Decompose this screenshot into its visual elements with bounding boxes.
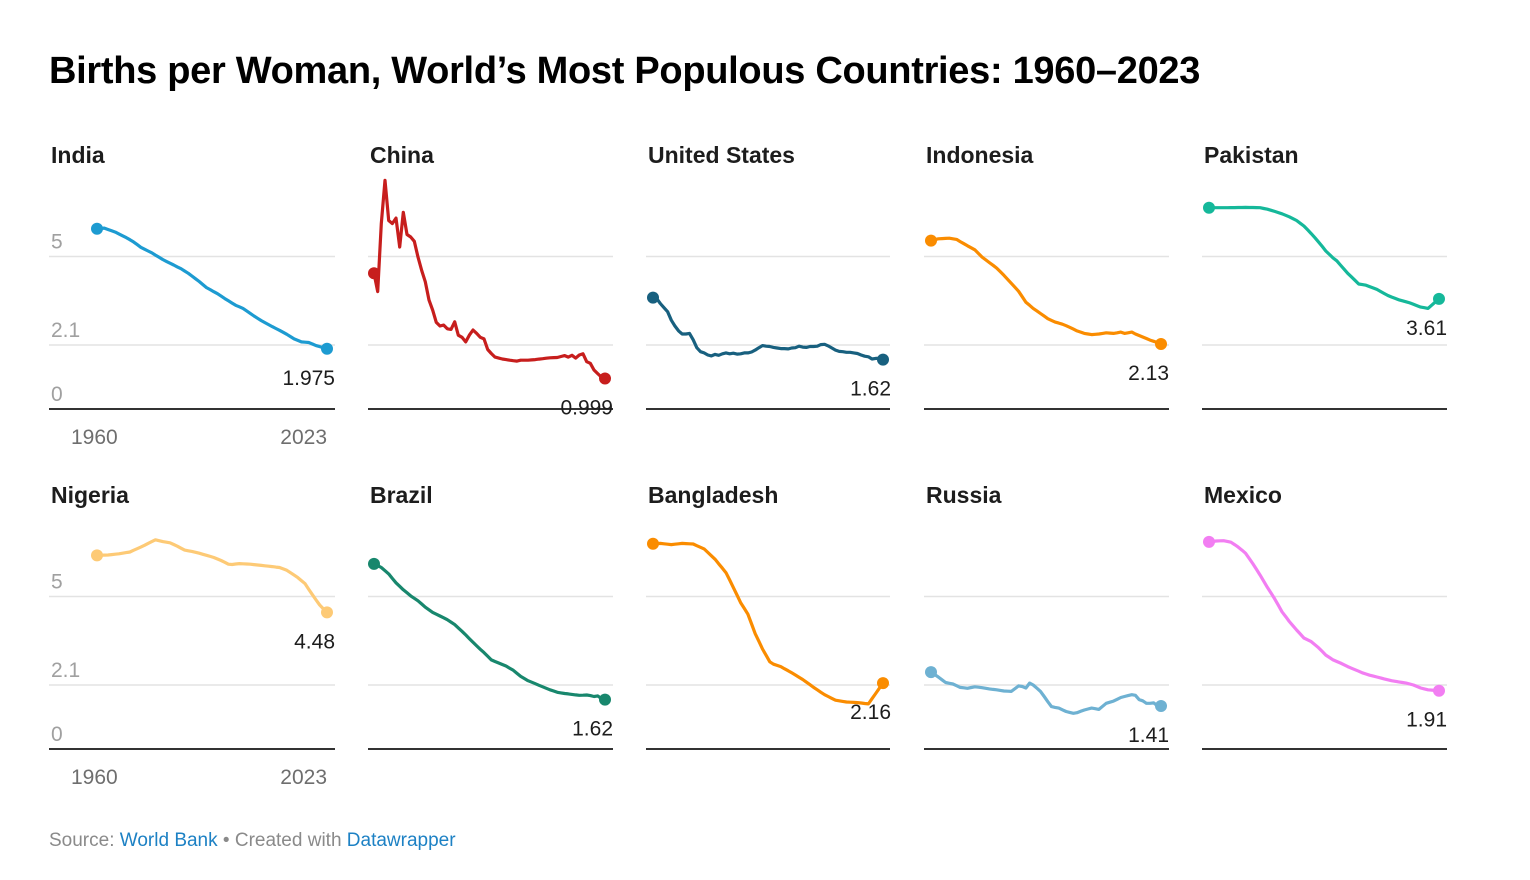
series-line-india xyxy=(95,226,329,351)
end-value-label: 2.13 xyxy=(1128,362,1169,385)
panel-china: China 0.999 xyxy=(368,142,613,420)
y-tick-label: 5 xyxy=(51,571,63,594)
panel-title: Bangladesh xyxy=(648,482,778,508)
start-point xyxy=(925,234,937,247)
series-line-indonesia xyxy=(929,236,1163,346)
chart-title: Births per Woman, World’s Most Populous … xyxy=(49,50,1201,92)
end-point xyxy=(599,693,611,706)
panel-russia: Russia 1.41 xyxy=(924,482,1169,750)
panel-pakistan: Pakistan 3.61 xyxy=(1202,142,1447,410)
datawrapper-link[interactable]: Datawrapper xyxy=(346,830,456,851)
end-value-label: 1.62 xyxy=(572,718,613,741)
series-line-bangladesh xyxy=(651,541,885,706)
panel-title: Indonesia xyxy=(926,142,1034,168)
end-value-label: 1.91 xyxy=(1406,709,1447,732)
source-link[interactable]: World Bank xyxy=(119,830,218,851)
end-point xyxy=(877,353,889,366)
panel-title: Brazil xyxy=(370,482,433,508)
start-point xyxy=(647,291,659,304)
end-point xyxy=(599,372,611,385)
end-point xyxy=(877,677,889,690)
panel-title: Russia xyxy=(926,482,1002,508)
x-tick-label: 2023 xyxy=(280,426,327,449)
series-line-china xyxy=(372,178,607,381)
end-point xyxy=(321,342,333,355)
y-tick-label: 0 xyxy=(51,383,63,406)
start-point xyxy=(1203,201,1215,214)
end-point xyxy=(1433,684,1445,697)
end-value-label: 1.41 xyxy=(1128,724,1169,747)
x-tick-label: 1960 xyxy=(71,426,118,449)
panel-title: Mexico xyxy=(1204,482,1282,508)
end-value-label: 1.975 xyxy=(282,367,335,390)
separator: • xyxy=(222,830,230,851)
start-point xyxy=(91,549,103,562)
end-point xyxy=(1155,699,1167,712)
panel-india: India 0 2.1 5 1960 2023 1.975 xyxy=(49,142,335,449)
panel-title: Nigeria xyxy=(51,482,129,508)
series-line-united-states xyxy=(651,296,885,362)
start-point xyxy=(925,666,937,679)
end-value-label: 3.61 xyxy=(1406,317,1447,340)
y-tick-label: 2.1 xyxy=(51,319,80,342)
footer: Source: World Bank • Created with Datawr… xyxy=(49,830,456,852)
panel-nigeria: Nigeria 0 2.1 5 1960 2023 4.48 xyxy=(49,482,335,789)
y-tick-label: 2.1 xyxy=(51,659,80,682)
panel-indonesia: Indonesia 2.13 xyxy=(924,142,1169,410)
end-point xyxy=(321,606,333,619)
panel-title: India xyxy=(51,142,105,168)
panel-bangladesh: Bangladesh 2.16 xyxy=(646,482,891,750)
start-point xyxy=(91,222,103,235)
start-point xyxy=(1203,535,1215,548)
end-value-label: 1.62 xyxy=(850,378,891,401)
end-point xyxy=(1155,338,1167,351)
start-point xyxy=(368,267,380,280)
series-line-mexico xyxy=(1207,539,1441,693)
created-prefix: Created with xyxy=(234,830,342,851)
start-point xyxy=(368,557,380,570)
series-line-russia xyxy=(929,670,1163,715)
panel-title: China xyxy=(370,142,434,168)
x-tick-label: 1960 xyxy=(71,766,118,789)
panel-brazil: Brazil 1.62 xyxy=(368,482,613,750)
series-line-nigeria xyxy=(95,538,329,614)
end-value-label: 4.48 xyxy=(294,630,335,653)
series-line-pakistan xyxy=(1207,205,1441,310)
panel-title: Pakistan xyxy=(1204,142,1299,168)
start-point xyxy=(647,537,659,550)
series-line-brazil xyxy=(372,562,607,702)
panel-mexico: Mexico 1.91 xyxy=(1202,482,1447,750)
source-prefix: Source: xyxy=(49,830,115,851)
end-value-label: 2.16 xyxy=(850,701,891,724)
end-value-label: 0.999 xyxy=(560,397,613,420)
y-tick-label: 0 xyxy=(51,723,63,746)
panel-title: United States xyxy=(648,142,795,168)
y-tick-label: 5 xyxy=(51,231,63,254)
x-tick-label: 2023 xyxy=(280,766,327,789)
end-point xyxy=(1433,292,1445,305)
panel-united-states: United States 1.62 xyxy=(646,142,891,410)
